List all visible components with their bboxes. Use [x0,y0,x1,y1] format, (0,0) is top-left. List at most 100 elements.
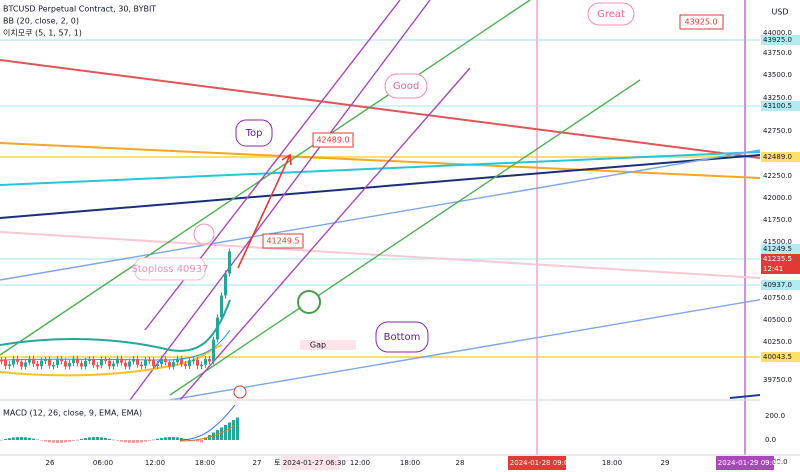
candle [108,360,111,367]
price-axis [760,0,800,472]
candle [12,358,15,365]
hist-bar [220,427,223,440]
candle [200,364,203,367]
candle [136,358,139,365]
hist-bar [52,440,55,443]
price-label: 40250.0 [763,338,792,346]
hist-bar [24,437,27,440]
hist-bar [152,439,155,441]
candle [52,364,55,367]
price-label: 40500.0 [763,316,792,324]
candle [20,361,23,367]
candle [124,362,127,367]
bb-band [0,299,231,352]
price-label: 39750.0 [763,376,792,384]
time-label: 27 [253,459,262,467]
bubble [587,2,635,26]
candle [140,364,143,367]
candle [56,359,59,365]
price-label: 41750.0 [763,216,792,224]
time-highlight [716,456,774,470]
candle [92,359,95,366]
hist-bar [108,438,111,440]
hist-bar [60,440,63,443]
candle [148,359,151,362]
annotation: 41249.5 [266,237,299,246]
time-highlight [281,456,339,470]
candle [128,361,131,367]
hist-bar [20,437,23,440]
price-label: 40937.0 [763,281,792,289]
time-label: 28 [456,459,465,467]
hist-bar [188,439,191,441]
candle [96,365,99,367]
price-box [312,132,354,148]
currency: USD [771,8,788,17]
candle [184,364,187,367]
hist-bar [76,439,79,441]
hist-bar [172,437,175,440]
hist-bar [164,437,167,440]
candle [152,360,155,367]
price-label: 40043.5 [763,353,792,361]
macd-axis-label: 200.0 [765,412,785,420]
time-label: 06:00 [93,459,113,467]
gap-box [300,340,356,350]
hist-bar [132,440,135,443]
annotation: Bottom [384,332,421,343]
time-highlight [508,456,566,470]
price-label: 43750.0 [763,49,792,57]
legend-symbol: BTCUSD Perpetual Contract, 30, BYBIT [3,5,156,14]
hist-bar [136,440,139,443]
hist-bar [8,438,11,440]
candle [32,358,35,364]
hist-bar [36,439,39,441]
smiley [297,290,321,314]
hist-bar [228,422,231,440]
arrow [237,154,291,269]
hist-bar [236,417,239,440]
candle [36,363,39,367]
candle [72,358,75,364]
trend-line [0,154,761,219]
legend-bb: BB (20, close, 2, 0) [3,17,79,26]
hist-bar [100,437,103,440]
candle [156,364,159,367]
hist-bar [40,440,43,441]
hist-bar [180,438,183,440]
hist-bar [64,440,67,443]
hist-bar [232,420,235,440]
price-highlight [761,152,800,162]
hist-bar [48,440,51,443]
hist-bar [84,438,87,440]
hist-bar [12,437,15,440]
candle [164,358,167,363]
candle [44,359,47,362]
trend-line [129,0,431,401]
arrow-head [281,153,292,166]
trend-line [179,67,471,401]
candle [68,363,71,367]
hist-bar [156,438,159,440]
time-label: 18:00 [195,459,215,467]
candle [64,361,67,367]
annotation: Great [597,9,625,20]
price-label: 41249.5 [763,245,792,253]
hist-bar [148,440,151,441]
bubble [375,321,429,353]
price-label: 44000.0 [763,29,792,37]
hist-bar [80,438,83,440]
candle [220,295,223,318]
annotation: 42489.0 [316,136,349,145]
candle [80,363,83,367]
trend-line [169,79,641,396]
candle [4,360,7,366]
price-highlight [761,35,800,45]
trend-line [729,394,761,399]
hist-bar [168,437,171,440]
hist-bar [104,437,107,440]
time-label: 29 [661,459,670,467]
candle [40,360,43,367]
